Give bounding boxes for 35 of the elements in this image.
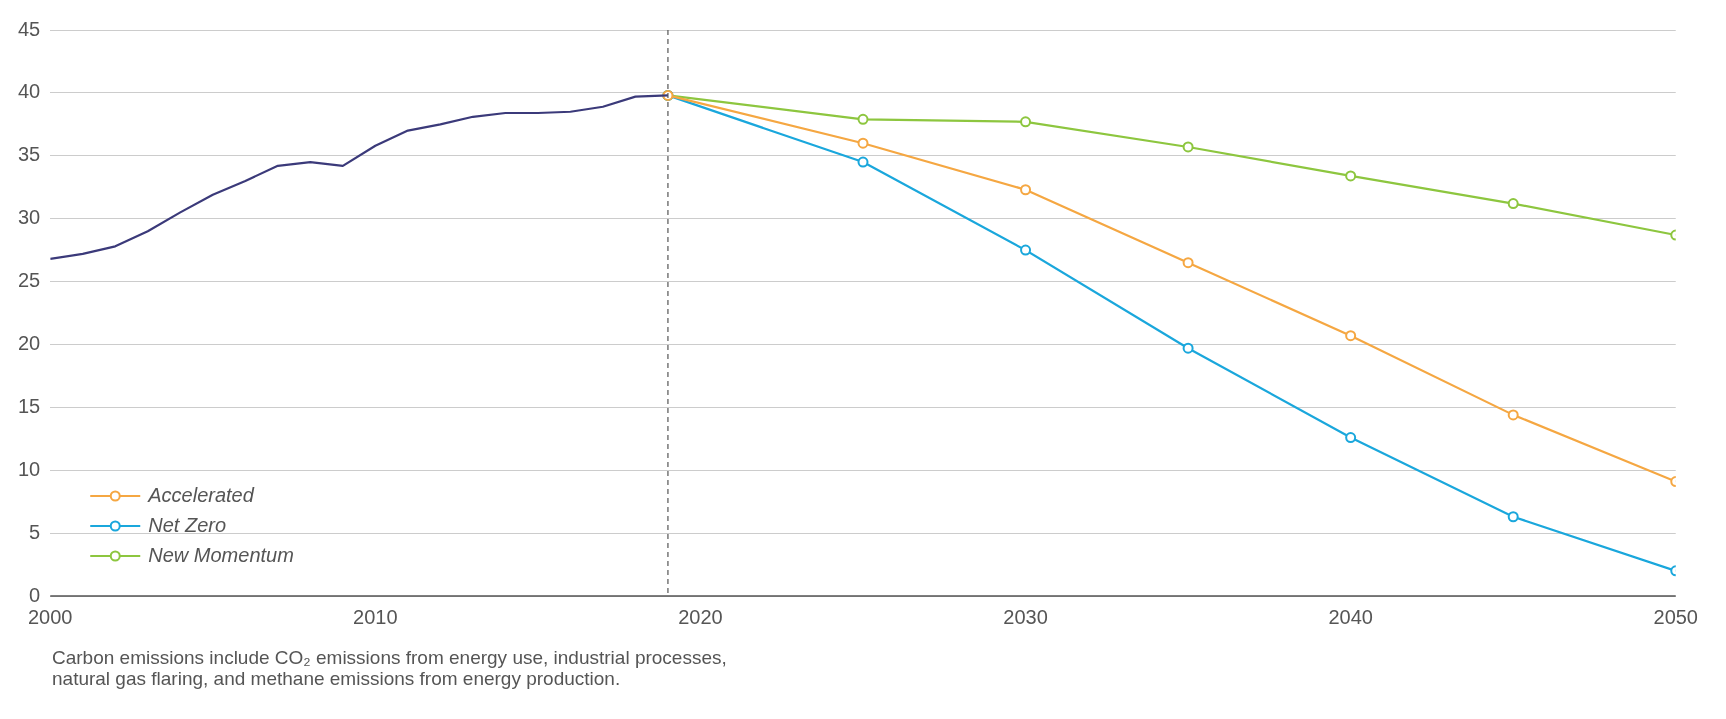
x-tick-label: 2040: [1328, 605, 1373, 628]
y-tick-label: 10: [18, 457, 41, 480]
x-tick-label: 2020: [678, 605, 723, 628]
x-tick-label: 2000: [28, 605, 73, 628]
text: Carbon emissions include CO₂ emissions from energy use, industrial processes, natural gas flaring, and methane emissions from energy production.: [52, 647, 728, 690]
x-tick-label: 2030: [1003, 605, 1048, 628]
y-tick-label: 15: [18, 394, 41, 417]
x-tick-label: 2050: [1653, 605, 1698, 628]
x-tick-label: 2010: [353, 605, 398, 628]
y-tick-label: 40: [18, 80, 41, 103]
point: [1182, 342, 1194, 354]
point: [1345, 170, 1357, 182]
point: [1020, 244, 1032, 256]
point: [1507, 409, 1519, 421]
point: [1507, 511, 1519, 523]
point: [857, 137, 869, 149]
point: [1182, 257, 1194, 269]
y-tick-label: 30: [18, 206, 41, 229]
legend-label: New Momentum: [148, 543, 294, 566]
legend-label: Net Zero: [148, 513, 227, 536]
point: [1345, 330, 1357, 342]
point: [1020, 116, 1032, 128]
y-tick-label: 20: [18, 331, 41, 354]
y-tick-label: 25: [18, 269, 41, 292]
y-tick-label: 0: [29, 583, 41, 606]
point: [1345, 432, 1357, 444]
point: [1020, 184, 1032, 196]
point: [857, 113, 869, 125]
point: [1182, 141, 1194, 153]
point: [857, 156, 869, 168]
y-tick-label: 45: [18, 17, 41, 40]
point: [1507, 198, 1519, 210]
legend-label: Accelerated: [147, 483, 255, 506]
y-tick-label: 35: [18, 143, 41, 166]
y-tick-label: 5: [29, 520, 41, 543]
